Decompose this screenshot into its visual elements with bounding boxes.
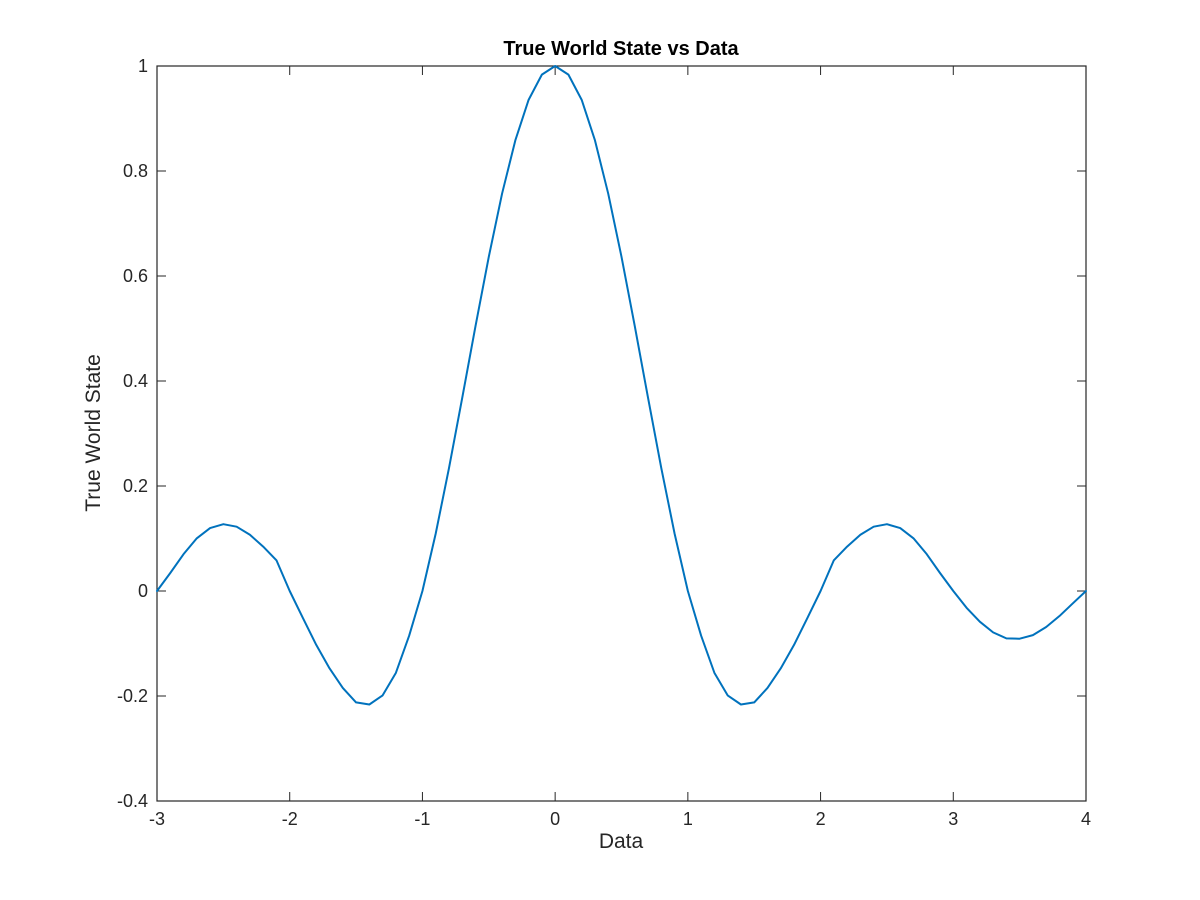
x-tick-label: 3 bbox=[948, 809, 958, 829]
y-tick-label: 0.6 bbox=[123, 266, 148, 286]
x-tick-label: 2 bbox=[816, 809, 826, 829]
chart-title: True World State vs Data bbox=[503, 38, 739, 60]
axes-box bbox=[156, 65, 1087, 802]
x-tick-label: 4 bbox=[1081, 809, 1091, 829]
y-tick-label: 0.8 bbox=[123, 161, 148, 181]
y-tick-label: 0.4 bbox=[123, 371, 148, 391]
y-tick-label: 1 bbox=[138, 56, 148, 76]
x-axis-title: Data bbox=[599, 830, 644, 853]
x-tick-label: -3 bbox=[149, 809, 165, 829]
x-tick-label: 0 bbox=[550, 809, 560, 829]
x-tick-label: 1 bbox=[683, 809, 693, 829]
y-tick-label: 0.2 bbox=[123, 476, 148, 496]
y-tick-label: -0.2 bbox=[117, 686, 148, 706]
x-tick-label: -2 bbox=[282, 809, 298, 829]
x-tick-label: -1 bbox=[414, 809, 430, 829]
y-tick-label: 0 bbox=[138, 581, 148, 601]
series-line bbox=[156, 65, 1087, 706]
y-axis-title: True World State bbox=[82, 354, 105, 512]
y-tick-label: -0.4 bbox=[117, 791, 148, 811]
plot-area: -3 -2 -1 0 1 2 3 4 -0.4 -0.2 0 0.2 0.4 0.6 0.8 1 bbox=[117, 56, 1091, 829]
